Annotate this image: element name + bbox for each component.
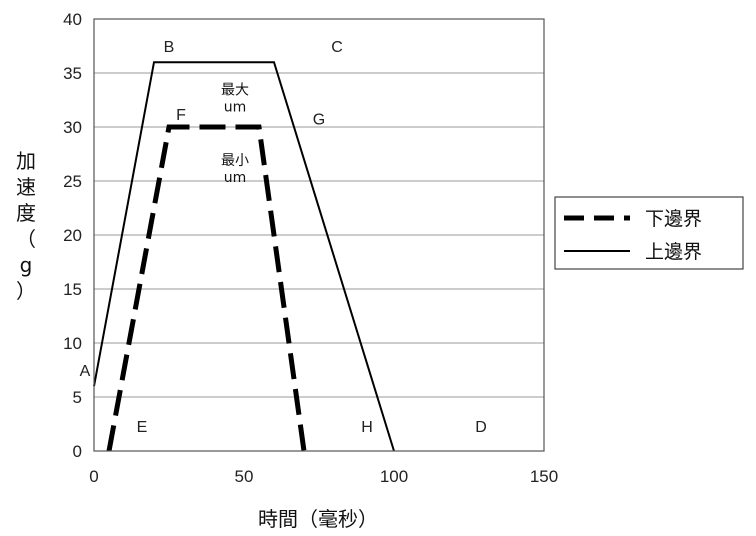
plot-series: [93, 61, 395, 452]
y-axis-title: 加速度（ g）: [16, 149, 36, 303]
plot-area-frame: [93, 18, 545, 452]
point-label-A: A: [80, 363, 91, 380]
legend-box: [554, 196, 744, 270]
point-label-G: G: [313, 111, 325, 128]
x-tick-label: 0: [89, 467, 98, 486]
annotation: 最大 um: [221, 83, 249, 116]
y-tick-labels: 0 5 10 15 20 25 30 35 40: [63, 10, 82, 461]
legend-label: 上邊界: [645, 241, 702, 263]
x-tick-label: 50: [235, 467, 254, 486]
y-tick-label: 25: [63, 172, 82, 191]
point-label-B: B: [164, 39, 175, 56]
y-tick-label: 0: [73, 442, 82, 461]
annotation: 最小 um: [221, 153, 249, 186]
point-label-C: C: [331, 39, 343, 56]
y-tick-label: 35: [63, 64, 82, 83]
point-labels: A B C F G E H D: [80, 39, 487, 436]
y-tick-label: 15: [63, 280, 82, 299]
y-tick-label: 30: [63, 118, 82, 137]
y-tick-label: 5: [73, 388, 82, 407]
point-label-E: E: [137, 419, 148, 436]
point-label-F: F: [176, 107, 186, 124]
annotation-line: um: [224, 100, 247, 116]
y-axis-title-text: 加速度（ g）: [16, 149, 36, 303]
y-tick-label: 10: [63, 334, 82, 353]
x-axis-title: 時間（毫秒）: [258, 507, 378, 531]
annotation-line: 最大: [221, 83, 249, 99]
annotation-line: um: [224, 170, 247, 186]
point-label-H: H: [361, 419, 373, 436]
point-label-D: D: [475, 419, 487, 436]
x-tick-label: 100: [380, 467, 408, 486]
x-tick-labels: 0 50 100 150: [89, 467, 558, 486]
annotation-line: 最小: [221, 153, 249, 169]
x-tick-label: 150: [530, 467, 558, 486]
legend-label: 下邊界: [645, 208, 702, 230]
y-tick-label: 40: [63, 10, 82, 29]
upper-bound-line: [93, 61, 395, 452]
y-tick-label: 20: [63, 226, 82, 245]
lower-bound-line: [106, 124, 307, 452]
